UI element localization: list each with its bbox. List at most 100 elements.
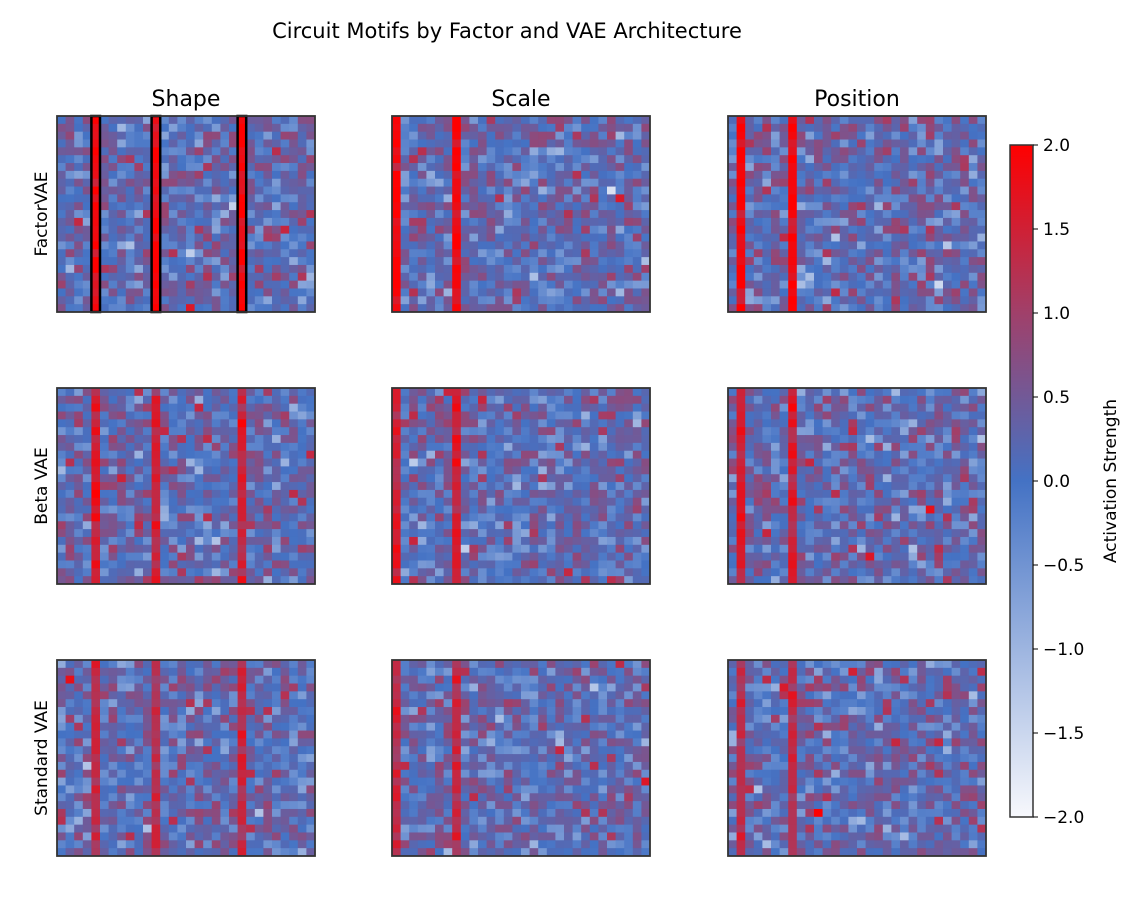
heatmap-cell [977,233,987,242]
heatmap-cell [624,288,634,297]
heatmap-cell [452,139,462,148]
heatmap-cell [160,131,170,140]
heatmap-cell [409,427,419,436]
heatmap-cell [125,489,135,499]
heatmap-cell [555,210,565,219]
heatmap-cell [538,568,548,577]
heatmap-cell [495,280,505,289]
heatmap-cell [125,521,135,530]
heatmap-cell [615,139,625,148]
heatmap-cell [143,730,152,739]
column-title-scale: Scale [491,87,550,112]
heatmap-cell [125,497,135,506]
heatmap-cell [753,280,763,289]
heatmap-cell [951,288,961,297]
heatmap-cell [177,249,187,258]
heatmap-cell [951,419,961,428]
heatmap-cell [822,505,832,514]
heatmap-cell [581,521,591,530]
heatmap-cell [168,536,178,546]
heatmap-cell [125,202,135,211]
heatmap-cell [289,427,299,436]
heatmap-cell [108,505,118,514]
heatmap-cell [900,186,909,195]
heatmap-cell [74,450,84,459]
heatmap-cell [968,388,978,397]
heatmap-cell [237,411,247,420]
heatmap-cell [865,116,875,125]
heatmap-cell [857,568,866,577]
heatmap-cell [728,163,737,172]
heatmap-cell [100,249,109,258]
heatmap-cell [426,552,436,561]
heatmap-cell [805,450,815,459]
heatmap-cell [891,568,901,577]
heatmap-cell [400,497,410,506]
heatmap-cell [753,395,763,405]
heatmap-cell [598,568,608,577]
heatmap-cell [736,280,746,289]
heatmap-cell [237,458,247,467]
heatmap-cell [572,403,582,412]
heatmap-cell [641,210,651,219]
heatmap-cell [762,450,772,459]
heatmap-cell [874,489,884,499]
heatmap-cell [779,442,789,452]
heatmap-cell [426,264,436,274]
heatmap-cell [521,411,530,420]
heatmap-cell [624,560,634,569]
heatmap-cell [452,450,462,459]
heatmap-cell [263,497,273,506]
heatmap-cell [211,217,221,227]
heatmap-cell [762,163,772,172]
heatmap-cell [641,233,651,242]
heatmap-cell [57,482,66,491]
heatmap-cell [272,288,281,297]
heatmap-cell [641,544,651,554]
heatmap-cell [469,241,479,250]
heatmap-cell [521,202,530,211]
heatmap-cell [891,304,901,313]
heatmap-cell [272,304,281,313]
heatmap-cell [762,280,772,289]
heatmap-cell [943,489,952,499]
heatmap-cell [925,403,935,412]
heatmap-cell [632,544,642,554]
heatmap-cell [272,707,281,716]
heatmap-cell [443,272,453,282]
heatmap-cell [917,544,927,554]
heatmap-cell [194,497,204,506]
heatmap-cell [546,411,556,420]
heatmap-cell [900,170,909,180]
heatmap-cell [177,280,187,289]
heatmap-cell [607,170,616,180]
heatmap-cell [555,225,565,234]
heatmap-cell [796,442,806,452]
heatmap-cell [237,667,247,677]
heatmap-cell [521,521,530,530]
heatmap-cell [951,536,961,546]
heatmap-cell [745,482,755,491]
heatmap-cell [220,257,230,266]
heatmap-cell [728,296,737,305]
heatmap-cell [857,411,866,420]
heatmap-cell [771,210,780,219]
heatmap-cell [512,233,522,242]
heatmap-cell [443,280,453,289]
heatmap-cell [194,427,204,436]
heatmap-cell [160,395,170,405]
heatmap-cell [280,683,290,692]
heatmap-cell [57,529,66,538]
heatmap-cell [960,442,970,452]
heatmap-cell [452,202,462,211]
heatmap-cell [297,288,307,297]
heatmap-cell [254,442,264,452]
heatmap-cell [409,458,419,467]
heatmap-cell [211,411,221,420]
heatmap-cell [117,746,127,755]
heatmap-cell [641,576,651,585]
heatmap-cell [186,691,195,700]
heatmap-cell [125,139,135,148]
heatmap-cell [857,272,866,282]
heatmap-cell [160,186,170,195]
